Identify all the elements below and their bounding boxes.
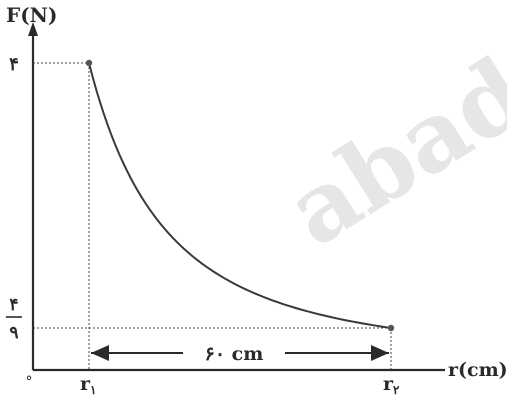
- y-tick-top: ۴: [9, 54, 19, 75]
- x-tick-r2: r۲: [383, 373, 400, 396]
- start-point: [85, 59, 93, 67]
- y-axis-arrowhead: [28, 22, 38, 36]
- force-curve: [88, 62, 392, 329]
- end-point: [387, 324, 395, 332]
- x-tick-r2-main: r: [383, 373, 394, 395]
- origin-label: °: [26, 374, 33, 390]
- x-tick-r1-main: r: [80, 373, 91, 395]
- y-tick-bottom-denominator: ۹: [9, 323, 18, 343]
- y-axis-label: F(N): [6, 3, 57, 27]
- x-tick-r1-sub: ۱: [90, 383, 96, 396]
- x-tick-r1: r۱: [80, 373, 96, 396]
- x-tick-r2-sub: ۲: [393, 383, 400, 396]
- x-axis-label: r(cm): [448, 359, 507, 381]
- y-tick-bottom-numerator: ۴: [9, 295, 18, 315]
- watermark: abad: [268, 35, 507, 268]
- dimension-label: ۶۰ cm: [205, 343, 264, 365]
